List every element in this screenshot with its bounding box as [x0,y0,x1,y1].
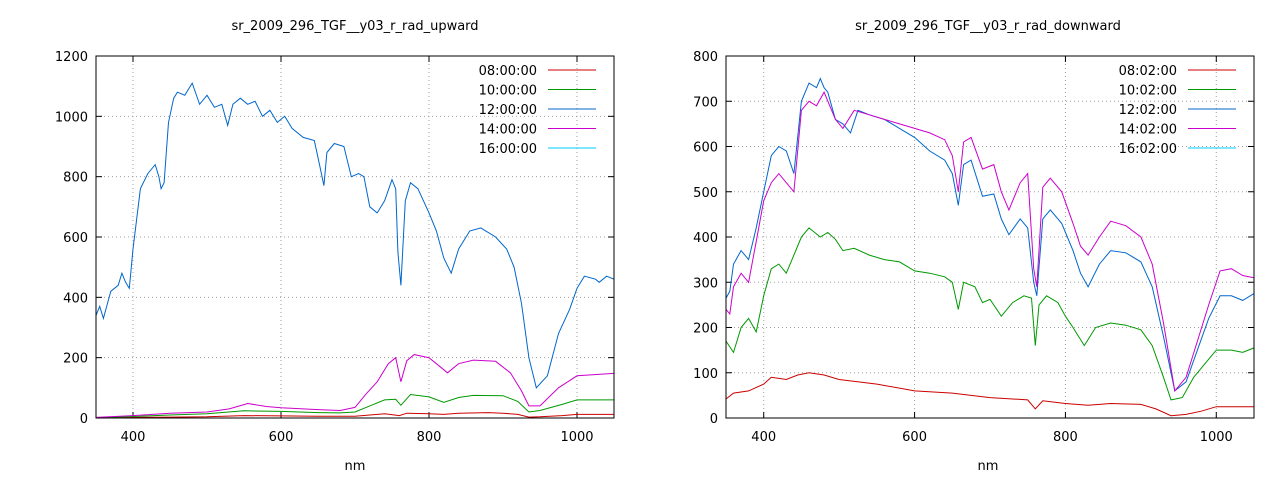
y-tick-label: 200 [63,352,88,367]
legend-label: 14:00:00 [479,123,537,138]
series-line-12-00-00 [96,81,614,389]
y-tick-label: 0 [80,412,88,427]
plot-frame [725,55,1255,419]
x-tick-label: 800 [1053,430,1078,445]
x-axis-label: nm [978,459,999,474]
x-tick-label: 400 [121,430,146,445]
series-line-08-00-00 [96,412,614,418]
x-tick-label: 800 [417,430,442,445]
series-line-14-02-00 [726,91,1254,393]
y-tick-label: 800 [63,171,88,186]
legend-label: 08:00:00 [479,64,537,79]
y-tick-label: 1000 [55,110,88,125]
y-tick-label: 800 [693,50,718,65]
y-tick-label: 1200 [55,50,88,65]
y-tick-label: 400 [693,231,718,246]
chart-title: sr_2009_296_TGF__y03_r_rad_downward [855,19,1121,34]
y-tick-label: 300 [693,276,718,291]
y-tick-label: 600 [63,231,88,246]
legend-label: 12:00:00 [479,103,537,118]
chart-title: sr_2009_296_TGF__y03_r_rad_upward [231,19,478,34]
plot-frame [95,55,615,419]
series-line-10-00-00 [96,393,614,418]
legend-label: 16:00:00 [479,142,537,157]
x-tick-label: 600 [902,430,927,445]
series-line-08-02-00 [726,372,1254,417]
y-tick-label: 100 [693,367,718,382]
y-tick-label: 500 [693,186,718,201]
series-line-12-02-00 [726,77,1254,392]
legend-label: 16:02:00 [1119,142,1177,157]
y-tick-label: 200 [693,322,718,337]
y-tick-label: 0 [710,412,718,427]
x-tick-label: 1000 [1200,430,1233,445]
series-line-10-02-00 [726,227,1254,401]
legend-label: 14:02:00 [1119,123,1177,138]
x-axis-label: nm [345,459,366,474]
upward-radiance-chart: sr_2009_296_TGF__y03_r_rad_upward nm 0 20… [55,19,615,474]
legend-label: 10:00:00 [479,84,537,99]
legend-label: 08:02:00 [1119,64,1177,79]
y-tick-label: 700 [693,95,718,110]
x-tick-label: 400 [751,430,776,445]
legend-label: 12:02:00 [1119,103,1177,118]
y-tick-label: 400 [63,291,88,306]
x-tick-label: 1000 [560,430,593,445]
downward-radiance-chart: sr_2009_296_TGF__y03_r_rad_downward nm 0… [693,19,1255,474]
y-tick-label: 600 [693,141,718,156]
series-line-14-00-00 [96,354,614,418]
x-tick-label: 600 [269,430,294,445]
legend-label: 10:02:00 [1119,84,1177,99]
